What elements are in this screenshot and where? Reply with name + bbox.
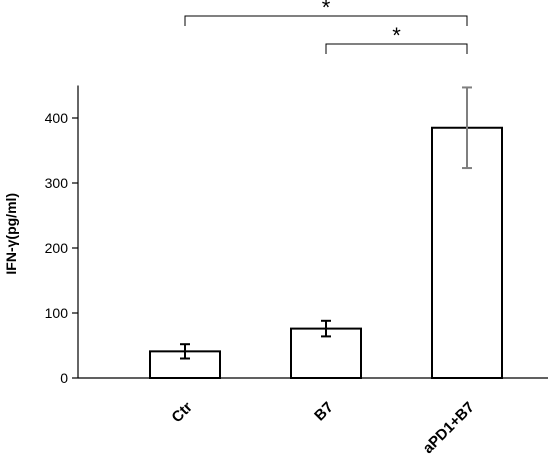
significance-bracket [325,43,468,54]
y-tick-label: 300 [45,175,69,191]
significance-bracket [184,15,468,26]
category-label: aPD1+B7 [420,399,478,457]
bar [431,126,503,379]
y-tick-label: 400 [45,110,69,126]
y-tick-label: 200 [45,240,69,256]
y-axis-title: IFN-γ(pg/ml) [3,193,19,275]
significance-star: * [392,23,401,48]
bars [149,86,503,380]
labels: IFN-γ(pg/ml) Ctr B7 aPD1+B7 [3,193,478,457]
significance-brackets: ** [184,0,468,54]
category-label: Ctr [168,399,195,426]
category-label: B7 [311,399,337,425]
bar [149,350,221,380]
y-tick-label: 100 [45,305,69,321]
bar [290,327,362,380]
significance-star: * [322,0,331,20]
y-tick-label: 0 [60,370,68,386]
